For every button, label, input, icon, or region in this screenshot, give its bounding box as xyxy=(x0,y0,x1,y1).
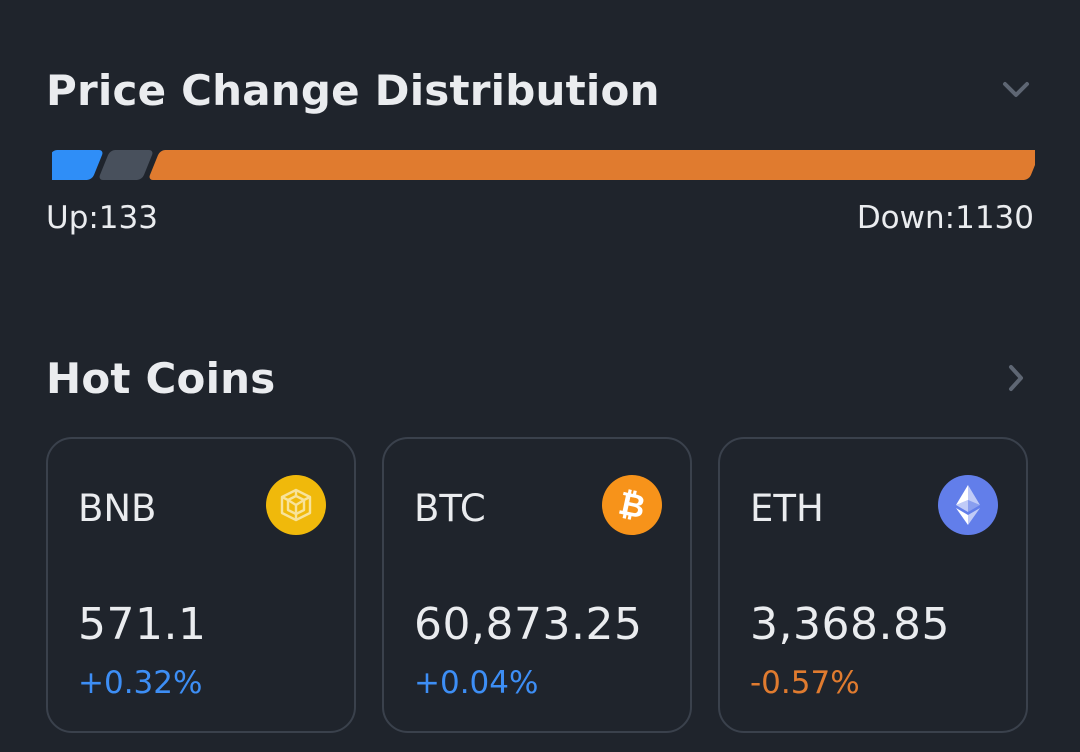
hot-coins-list: BNB 571.1 +0.32% BTC xyxy=(46,437,1028,733)
chevron-down-icon[interactable] xyxy=(998,72,1034,108)
coin-symbol: ETH xyxy=(750,487,824,530)
hot-coins-header[interactable]: Hot Coins xyxy=(46,350,1034,406)
chevron-right-icon[interactable] xyxy=(998,360,1034,396)
coin-price: 571.1 xyxy=(78,599,207,650)
svg-text:₿: ₿ xyxy=(615,485,648,525)
price-distribution-title: Price Change Distribution xyxy=(46,65,660,115)
coin-price: 3,368.85 xyxy=(750,599,950,650)
ethereum-icon xyxy=(938,475,998,535)
bar-edge-left xyxy=(38,150,52,180)
down-count-label: Down:1130 xyxy=(856,200,1034,236)
distribution-counts: Up:133 Down:1130 xyxy=(46,200,1034,236)
coin-card-bnb[interactable]: BNB 571.1 +0.32% xyxy=(46,437,356,733)
coin-symbol: BNB xyxy=(78,487,157,530)
flat-segment xyxy=(97,150,155,180)
coin-card-btc[interactable]: BTC ₿ 60,873.25 +0.04% xyxy=(382,437,692,733)
down-segment xyxy=(147,150,1042,180)
up-count-label: Up:133 xyxy=(46,200,158,236)
hot-coins-title: Hot Coins xyxy=(46,353,276,403)
bitcoin-icon: ₿ xyxy=(602,475,662,535)
coin-change: +0.04% xyxy=(414,665,539,701)
coin-price: 60,873.25 xyxy=(414,599,643,650)
coin-change: -0.57% xyxy=(750,665,860,701)
bnb-icon xyxy=(266,475,326,535)
coin-symbol: BTC xyxy=(414,487,486,530)
bar-edge-right xyxy=(1035,150,1049,180)
price-distribution-header: Price Change Distribution xyxy=(46,62,1034,118)
coin-change: +0.32% xyxy=(78,665,203,701)
price-distribution-bar xyxy=(39,150,1042,180)
coin-card-eth[interactable]: ETH 3,368.85 -0.57% xyxy=(718,437,1028,733)
